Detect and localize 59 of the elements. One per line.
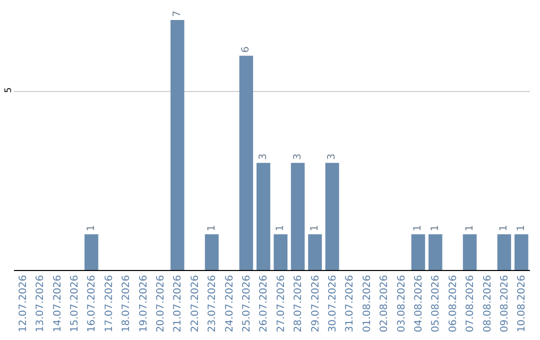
- x-tick-label: 21.07.2026: [172, 275, 184, 332]
- x-tick-label: 17.07.2026: [104, 275, 115, 332]
- x-tick-label: 29.07.2026: [310, 275, 322, 332]
- x-tick-label: 16.07.2026: [86, 275, 98, 332]
- data-label: 1: [516, 224, 527, 232]
- bar: [428, 234, 442, 270]
- x-tick-label: 18.07.2026: [121, 275, 132, 332]
- x-tick-label: 25.07.2026: [241, 275, 252, 332]
- bar: [204, 234, 219, 270]
- bar: [239, 56, 254, 270]
- x-tick-label: 07.08.2026: [465, 275, 476, 332]
- x-tick-label: 23.07.2026: [207, 275, 218, 332]
- data-label: 3: [258, 153, 269, 160]
- x-tick-label: 20.07.2026: [155, 275, 166, 332]
- data-label: 1: [206, 224, 218, 232]
- data-label: 1: [275, 224, 286, 232]
- x-tick-label: 10.08.2026: [516, 275, 528, 332]
- data-label: 7: [172, 10, 183, 17]
- data-label: 1: [310, 224, 320, 232]
- bar: [290, 162, 305, 270]
- x-tick-label: 01.08.2026: [362, 275, 373, 332]
- bar: [514, 234, 528, 270]
- bar: [308, 234, 322, 270]
- data-label: 1: [412, 224, 424, 232]
- x-tick-label: 04.08.2026: [413, 275, 424, 332]
- x-tick-label: 14.07.2026: [52, 275, 64, 332]
- data-label: 1: [430, 224, 441, 232]
- x-tick-label: 02.08.2026: [379, 275, 390, 332]
- bar: [170, 20, 184, 270]
- x-tick-label: 31.07.2026: [344, 275, 356, 332]
- x-tick-label: 19.07.2026: [138, 275, 150, 332]
- bar: [411, 234, 426, 270]
- x-tick-label: 26.07.2026: [258, 275, 270, 332]
- data-label: 3: [292, 153, 304, 160]
- data-label: 1: [464, 224, 476, 232]
- x-tick-label: 15.07.2026: [69, 275, 80, 332]
- x-tick-label: 08.08.2026: [482, 275, 494, 332]
- y-tick-label: 5: [4, 87, 14, 93]
- data-label: 1: [498, 224, 510, 232]
- bar: [256, 162, 270, 270]
- bar: [497, 234, 512, 270]
- x-tick-label: 12.07.2026: [18, 275, 29, 332]
- data-label: 1: [86, 224, 97, 232]
- x-tick-label: 28.07.2026: [293, 275, 304, 332]
- x-tick-label: 13.07.2026: [35, 275, 46, 332]
- bar: [274, 234, 288, 270]
- x-tick-label: 24.07.2026: [224, 275, 236, 332]
- x-tick-label: 27.07.2026: [276, 275, 287, 332]
- data-label: 6: [240, 46, 252, 53]
- x-tick-label: 22.07.2026: [190, 275, 201, 332]
- x-tick-label: 03.08.2026: [396, 275, 408, 332]
- bar: [84, 234, 98, 270]
- x-tick-label: 06.08.2026: [448, 275, 459, 332]
- x-tick-label: 05.08.2026: [430, 275, 442, 332]
- bar: [325, 162, 340, 270]
- x-tick-label: 30.07.2026: [327, 275, 338, 332]
- x-tick-label: 09.08.2026: [499, 275, 510, 332]
- bar: [462, 234, 477, 270]
- data-label: 3: [326, 153, 338, 160]
